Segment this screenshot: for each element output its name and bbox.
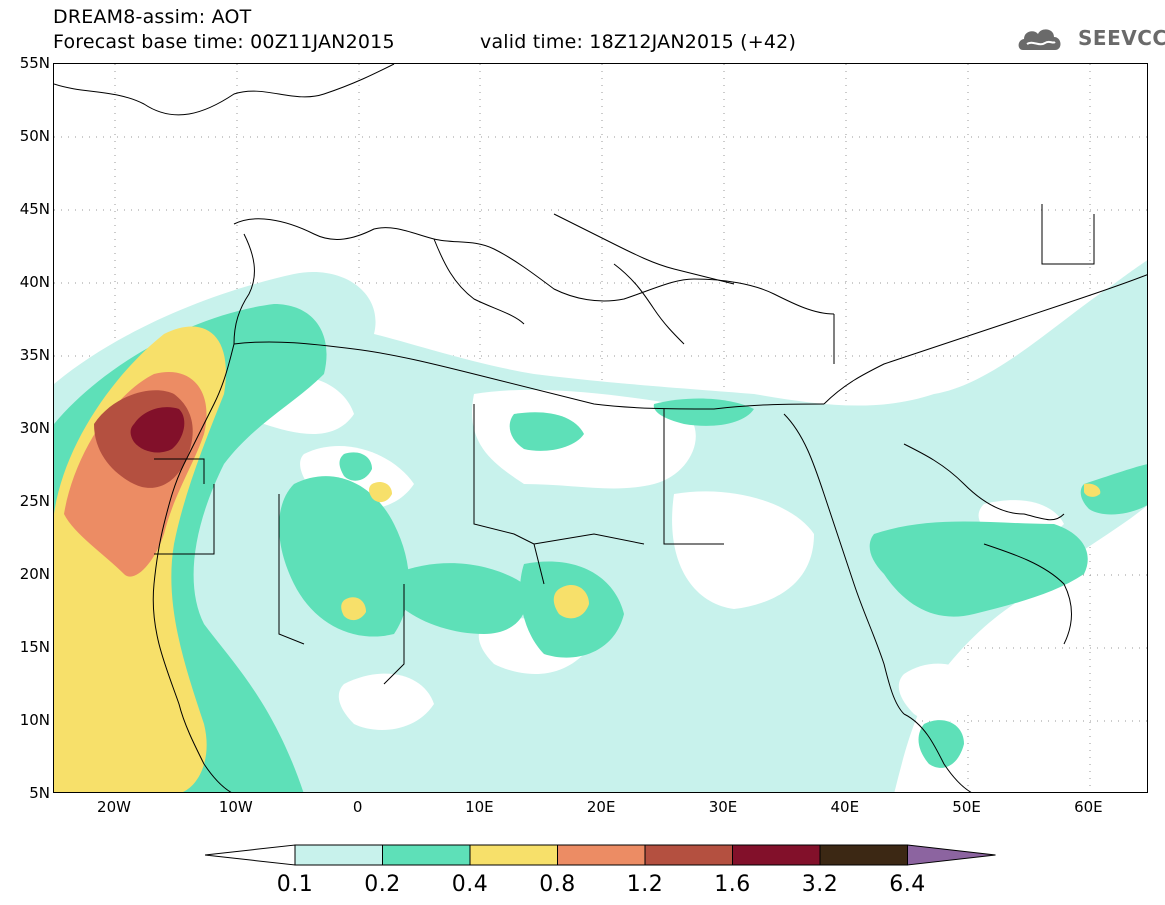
colorbar-label: 3.2: [801, 872, 839, 897]
valid-time: valid time: 18Z12JAN2015 (+42): [480, 31, 797, 53]
lon-label: 30E: [708, 798, 738, 816]
colorbar-label: 0.4: [451, 872, 489, 897]
lon-label: 40E: [830, 798, 860, 816]
colorbar-swatch: [819, 844, 908, 866]
lat-label: 55N: [19, 54, 50, 72]
colorbar-swatch: [294, 844, 383, 866]
lat-label: 40N: [19, 273, 50, 291]
colorbar-upper-triangle: [907, 844, 996, 866]
lat-label: 50N: [19, 127, 50, 145]
colorbar-label: 0.1: [276, 872, 314, 897]
lon-label: 20E: [586, 798, 616, 816]
aot-contour-1-6: [130, 407, 185, 453]
chart-title: DREAM8-assim: AOT: [53, 6, 252, 28]
lat-label: 35N: [19, 346, 50, 364]
lat-label: 15N: [19, 638, 50, 656]
map-frame: [53, 63, 1148, 793]
colorbar-label: 1.2: [626, 872, 664, 897]
lon-label: 50E: [952, 798, 981, 816]
forecast-base-time: Forecast base time: 00Z11JAN2015: [53, 31, 395, 53]
colorbar-swatch: [732, 844, 821, 866]
lat-label: 25N: [19, 492, 50, 510]
lat-label: 5N: [29, 784, 50, 802]
colorbar-swatch: [644, 844, 733, 866]
logo-text: SEEVCCC: [1078, 26, 1165, 50]
lon-label: 10E: [465, 798, 494, 816]
colorbar-label: 1.6: [714, 872, 751, 897]
lat-label: 10N: [19, 711, 50, 729]
map-canvas: [54, 64, 1147, 792]
lon-label: 10W: [218, 798, 253, 816]
colorbar-lower-triangle: [205, 844, 296, 866]
lat-label: 20N: [19, 565, 50, 583]
colorbar-label: 0.2: [364, 872, 401, 897]
colorbar-label: 6.4: [889, 872, 926, 897]
colorbar: [205, 844, 996, 866]
lat-label: 30N: [19, 419, 50, 437]
colorbar-swatch: [382, 844, 471, 866]
colorbar-swatch: [557, 844, 646, 866]
lon-label: 60E: [1074, 798, 1103, 816]
colorbar-label: 0.8: [539, 872, 576, 897]
lon-label: 0: [352, 798, 363, 816]
coastlines-borders: [54, 64, 1147, 792]
colorbar-swatch: [469, 844, 558, 866]
lon-label: 20W: [97, 798, 131, 816]
cloud-logo-icon: [1018, 29, 1061, 50]
lat-label: 45N: [19, 200, 50, 218]
